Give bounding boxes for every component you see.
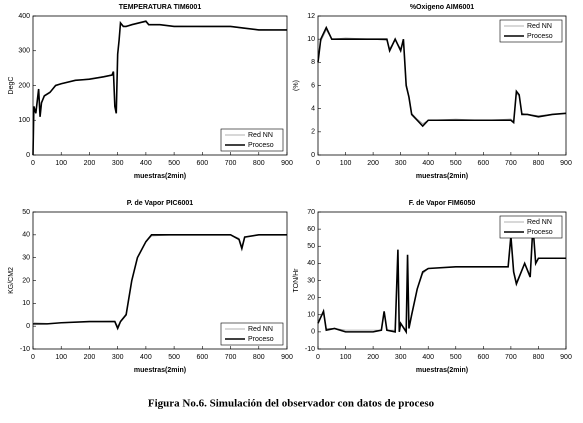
y-tick-label: -10 xyxy=(20,346,30,353)
x-tick-label: 300 xyxy=(112,160,124,167)
y-tick-label: 300 xyxy=(18,48,30,55)
x-tick-label: 600 xyxy=(477,160,489,167)
y-axis-label: TON/Hr xyxy=(293,268,300,293)
y-tick-label: 400 xyxy=(18,13,30,20)
legend-label: Proceso xyxy=(248,336,274,343)
y-tick-label: 50 xyxy=(22,209,30,216)
x-tick-label: 100 xyxy=(340,160,352,167)
x-tick-label: 400 xyxy=(422,354,434,361)
chart-title: TEMPERATURA TIM6001 xyxy=(119,4,202,11)
y-tick-label: -10 xyxy=(305,346,315,353)
y-tick-label: 8 xyxy=(311,59,315,66)
y-tick-label: 20 xyxy=(22,277,30,284)
x-tick-label: 100 xyxy=(55,354,67,361)
x-tick-label: 800 xyxy=(533,160,545,167)
x-tick-label: 600 xyxy=(477,354,489,361)
legend-label: Red NN xyxy=(248,326,273,333)
x-tick-label: 700 xyxy=(225,354,237,361)
y-tick-label: 4 xyxy=(311,106,315,113)
legend-label: Red NN xyxy=(527,23,552,30)
x-tick-label: 0 xyxy=(31,160,35,167)
y-axis-label: (%) xyxy=(293,80,300,91)
x-tick-label: 800 xyxy=(253,160,265,167)
y-tick-label: 40 xyxy=(22,232,30,239)
chart-title: F. de Vapor FIM6050 xyxy=(409,200,476,207)
x-axis-label: muestras(2min) xyxy=(416,367,468,374)
x-tick-label: 400 xyxy=(140,354,152,361)
chart-title: P. de Vapor PIC6001 xyxy=(127,200,194,207)
x-tick-label: 100 xyxy=(340,354,352,361)
x-tick-label: 400 xyxy=(422,160,434,167)
y-tick-label: 0 xyxy=(26,152,30,159)
x-tick-label: 100 xyxy=(55,160,67,167)
caption: Figura No.6. Simulación del observador c… xyxy=(148,398,435,410)
x-tick-label: 0 xyxy=(316,354,320,361)
x-tick-label: 900 xyxy=(281,354,293,361)
y-tick-label: 10 xyxy=(307,312,315,319)
x-axis-label: muestras(2min) xyxy=(134,367,186,374)
series-line xyxy=(32,20,287,156)
y-tick-label: 60 xyxy=(307,226,315,233)
x-tick-label: 500 xyxy=(168,160,180,167)
x-tick-label: 200 xyxy=(84,354,96,361)
y-tick-label: 10 xyxy=(307,36,315,43)
x-tick-label: 600 xyxy=(196,160,208,167)
chart-title: %Oxigeno AIM6001 xyxy=(410,4,474,11)
y-tick-label: 40 xyxy=(307,260,315,267)
x-tick-label: 0 xyxy=(31,354,35,361)
y-tick-label: 0 xyxy=(311,152,315,159)
y-tick-label: 50 xyxy=(307,243,315,250)
series-line xyxy=(317,225,566,335)
y-tick-label: 20 xyxy=(307,294,315,301)
y-tick-label: 30 xyxy=(22,255,30,262)
y-tick-label: 0 xyxy=(26,323,30,330)
y-axis-label: KG/CM2 xyxy=(8,267,15,294)
x-tick-label: 700 xyxy=(225,160,237,167)
x-tick-label: 300 xyxy=(395,354,407,361)
x-tick-label: 800 xyxy=(533,354,545,361)
x-axis-label: muestras(2min) xyxy=(134,173,186,180)
legend-label: Proceso xyxy=(248,142,274,149)
y-tick-label: 2 xyxy=(311,129,315,136)
y-tick-label: 100 xyxy=(18,117,30,124)
series-line xyxy=(33,234,287,331)
x-tick-label: 900 xyxy=(560,160,572,167)
y-tick-label: 200 xyxy=(18,82,30,89)
x-tick-label: 700 xyxy=(505,160,517,167)
y-tick-label: 10 xyxy=(22,300,30,307)
y-tick-label: 6 xyxy=(311,82,315,89)
y-tick-label: 70 xyxy=(307,209,315,216)
y-tick-label: 30 xyxy=(307,277,315,284)
legend-label: Red NN xyxy=(248,132,273,139)
x-tick-label: 800 xyxy=(253,354,265,361)
x-tick-label: 200 xyxy=(84,160,96,167)
x-tick-label: 300 xyxy=(112,354,124,361)
x-tick-label: 200 xyxy=(367,354,379,361)
series-line xyxy=(317,25,567,128)
x-tick-label: 700 xyxy=(505,354,517,361)
x-tick-label: 400 xyxy=(140,160,152,167)
x-tick-label: 500 xyxy=(168,354,180,361)
y-tick-label: 12 xyxy=(307,13,315,20)
x-tick-label: 500 xyxy=(450,354,462,361)
x-tick-label: 900 xyxy=(560,354,572,361)
x-tick-label: 600 xyxy=(196,354,208,361)
legend-label: Proceso xyxy=(527,33,553,40)
x-tick-label: 300 xyxy=(395,160,407,167)
legend-label: Red NN xyxy=(527,219,552,226)
y-axis-label: DegC xyxy=(8,77,15,95)
x-tick-label: 500 xyxy=(450,160,462,167)
legend-label: Proceso xyxy=(527,229,553,236)
y-tick-label: 0 xyxy=(311,329,315,336)
x-axis-label: muestras(2min) xyxy=(416,173,468,180)
x-tick-label: 0 xyxy=(316,160,320,167)
x-tick-label: 200 xyxy=(367,160,379,167)
x-tick-label: 900 xyxy=(281,160,293,167)
